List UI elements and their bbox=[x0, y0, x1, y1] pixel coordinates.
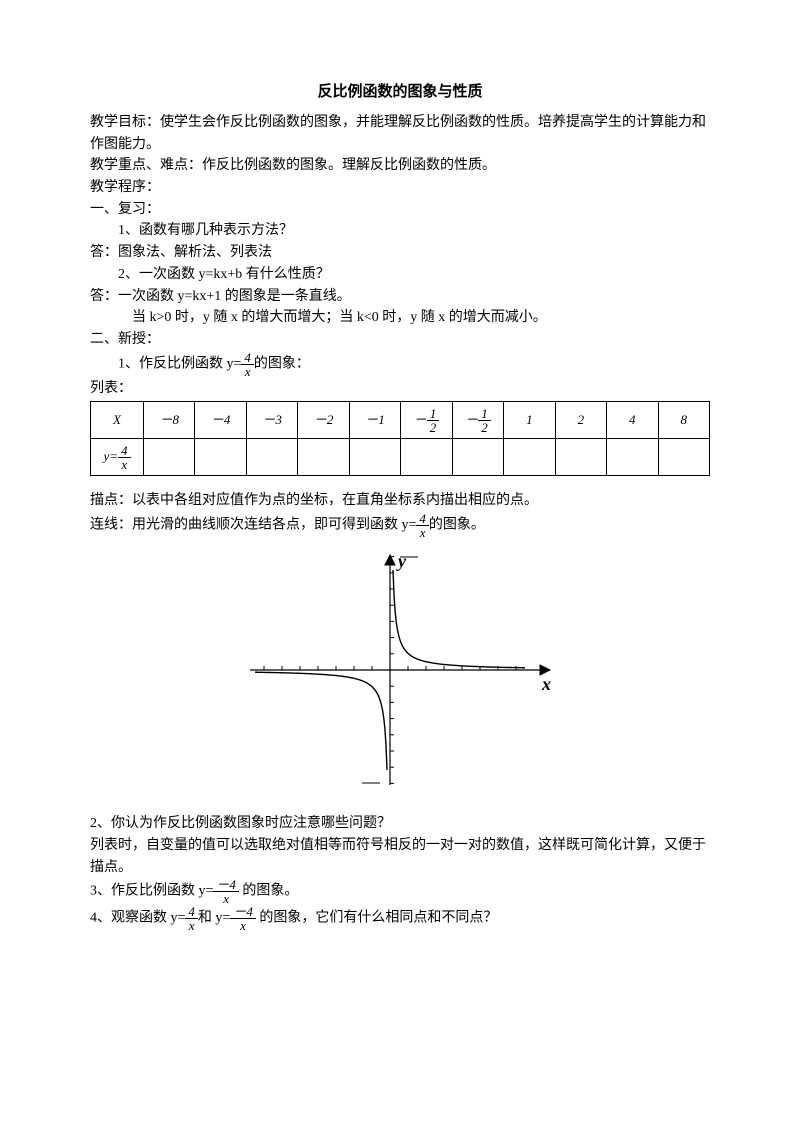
fraction-neg4-over-x-b: －4x bbox=[230, 905, 256, 932]
q6-suffix: 的图象，它们有什么相同点和不同点？ bbox=[259, 911, 497, 926]
header-cell: 8 bbox=[658, 402, 709, 439]
answer-1: 答：图象法、解析法、列表法 bbox=[90, 242, 710, 264]
value-cell bbox=[298, 439, 349, 476]
teaching-goal: 教学目标：使学生会作反比例函数的图象，并能理解反比例函数的性质。培养提高学生的计… bbox=[90, 112, 710, 155]
question-5: 3、作反比例函数 y=－4x 的图象。 bbox=[90, 878, 710, 905]
header-cell: －3 bbox=[246, 402, 297, 439]
fraction-4-over-x-b: 4x bbox=[416, 512, 429, 539]
fraction-4-over-x-c: 4x bbox=[185, 905, 198, 932]
list-table-label: 列表： bbox=[90, 378, 710, 400]
paragraph-4: 列表时，自变量的值可以选取绝对值相等而符号相反的一对一对的数值，这样既可简化计算… bbox=[90, 835, 710, 878]
header-cell: －12 bbox=[401, 402, 452, 439]
header-x: X bbox=[91, 402, 144, 439]
value-cell bbox=[452, 439, 503, 476]
header-cell: －8 bbox=[144, 402, 195, 439]
header-cell: 4 bbox=[607, 402, 658, 439]
value-cell bbox=[144, 439, 195, 476]
q5-prefix: 3、作反比例函数 y= bbox=[90, 884, 213, 899]
section-new: 二、新授： bbox=[90, 329, 710, 351]
value-cell bbox=[658, 439, 709, 476]
hyperbola-graph: yx bbox=[240, 545, 560, 795]
q6-prefix: 4、观察函数 y= bbox=[90, 911, 185, 926]
document-page: 反比例函数的图象与性质 教学目标：使学生会作反比例函数的图象，并能理解反比例函数… bbox=[0, 0, 800, 1132]
answer-2a: 答：一次函数 y=kx+1 的图象是一条直线。 bbox=[90, 286, 710, 308]
value-cell bbox=[349, 439, 400, 476]
section-review: 一、复习： bbox=[90, 199, 710, 221]
q5-suffix: 的图象。 bbox=[242, 884, 298, 899]
table-header-row: X －8 －4 －3 －2 －1 －12 －12 1 2 4 8 bbox=[91, 402, 710, 439]
connect-suffix: 的图象。 bbox=[429, 518, 485, 533]
question-3: 1、作反比例函数 y=4x的图象： bbox=[90, 351, 710, 378]
header-cell: 1 bbox=[504, 402, 555, 439]
fraction-neg4-over-x: －4x bbox=[213, 878, 239, 905]
header-cell: －12 bbox=[452, 402, 503, 439]
value-cell bbox=[504, 439, 555, 476]
svg-text:y: y bbox=[396, 551, 407, 571]
value-cell bbox=[195, 439, 246, 476]
value-cell bbox=[555, 439, 606, 476]
svg-text:x: x bbox=[541, 674, 551, 694]
value-cell bbox=[246, 439, 297, 476]
teaching-focus: 教学重点、难点：作反比例函数的图象。理解反比例函数的性质。 bbox=[90, 155, 710, 177]
q3-suffix: 的图象： bbox=[254, 356, 310, 371]
header-cell: 2 bbox=[555, 402, 606, 439]
q6-mid: 和 y= bbox=[198, 911, 230, 926]
question-6: 4、观察函数 y=4x和 y=－4x 的图象，它们有什么相同点和不同点？ bbox=[90, 905, 710, 932]
page-title: 反比例函数的图象与性质 bbox=[90, 80, 710, 104]
q3-prefix: 1、作反比例函数 y= bbox=[118, 356, 241, 371]
fraction-4-over-x: 4x bbox=[241, 351, 254, 378]
connect-line-text: 连线：用光滑的曲线顺次连结各点，即可得到函数 y=4x的图象。 bbox=[90, 512, 710, 539]
header-cell: －4 bbox=[195, 402, 246, 439]
value-cell bbox=[401, 439, 452, 476]
value-cell bbox=[607, 439, 658, 476]
question-2: 2、一次函数 y=kx+b 有什么性质？ bbox=[90, 264, 710, 286]
header-cell: －1 bbox=[349, 402, 400, 439]
table-value-row: y=4x bbox=[91, 439, 710, 476]
question-4: 2、你认为作反比例函数图象时应注意哪些问题？ bbox=[90, 813, 710, 835]
teaching-procedure: 教学程序： bbox=[90, 177, 710, 199]
value-table: X －8 －4 －3 －2 －1 －12 －12 1 2 4 8 y=4x bbox=[90, 401, 710, 476]
plot-points-text: 描点：以表中各组对应值作为点的坐标，在直角坐标系内描出相应的点。 bbox=[90, 490, 710, 512]
header-cell: －2 bbox=[298, 402, 349, 439]
answer-2b: 当 k>0 时，y 随 x 的增大而增大；当 k<0 时，y 随 x 的增大而减… bbox=[90, 307, 710, 329]
graph-container: yx bbox=[90, 545, 710, 803]
header-y: y=4x bbox=[91, 439, 144, 476]
question-1: 1、函数有哪几种表示方法？ bbox=[90, 220, 710, 242]
connect-prefix: 连线：用光滑的曲线顺次连结各点，即可得到函数 y= bbox=[90, 518, 416, 533]
